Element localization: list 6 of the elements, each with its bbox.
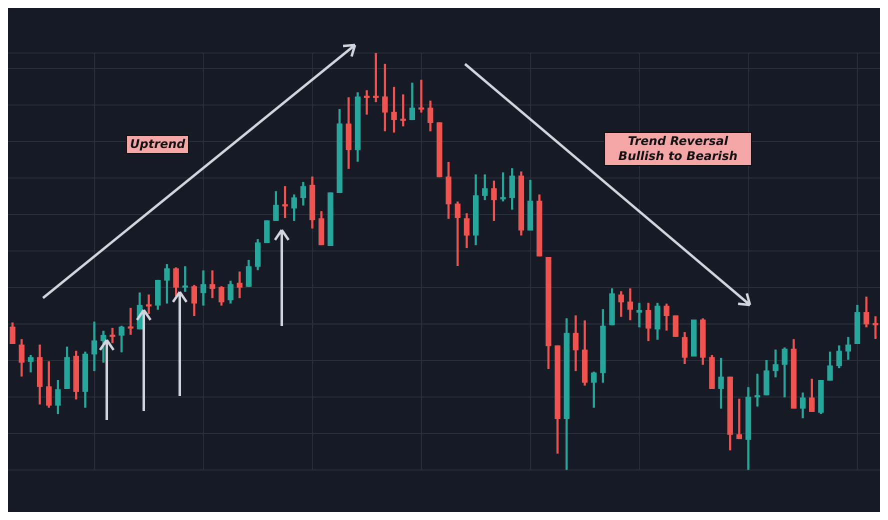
candlestick: [736, 398, 742, 440]
candlestick: [146, 294, 152, 314]
candlestick: [418, 80, 424, 113]
candlestick: [364, 90, 370, 115]
annotation: Trend Reversal Bullish to Bearish: [604, 132, 752, 166]
annotation: Uptrend: [126, 135, 190, 154]
